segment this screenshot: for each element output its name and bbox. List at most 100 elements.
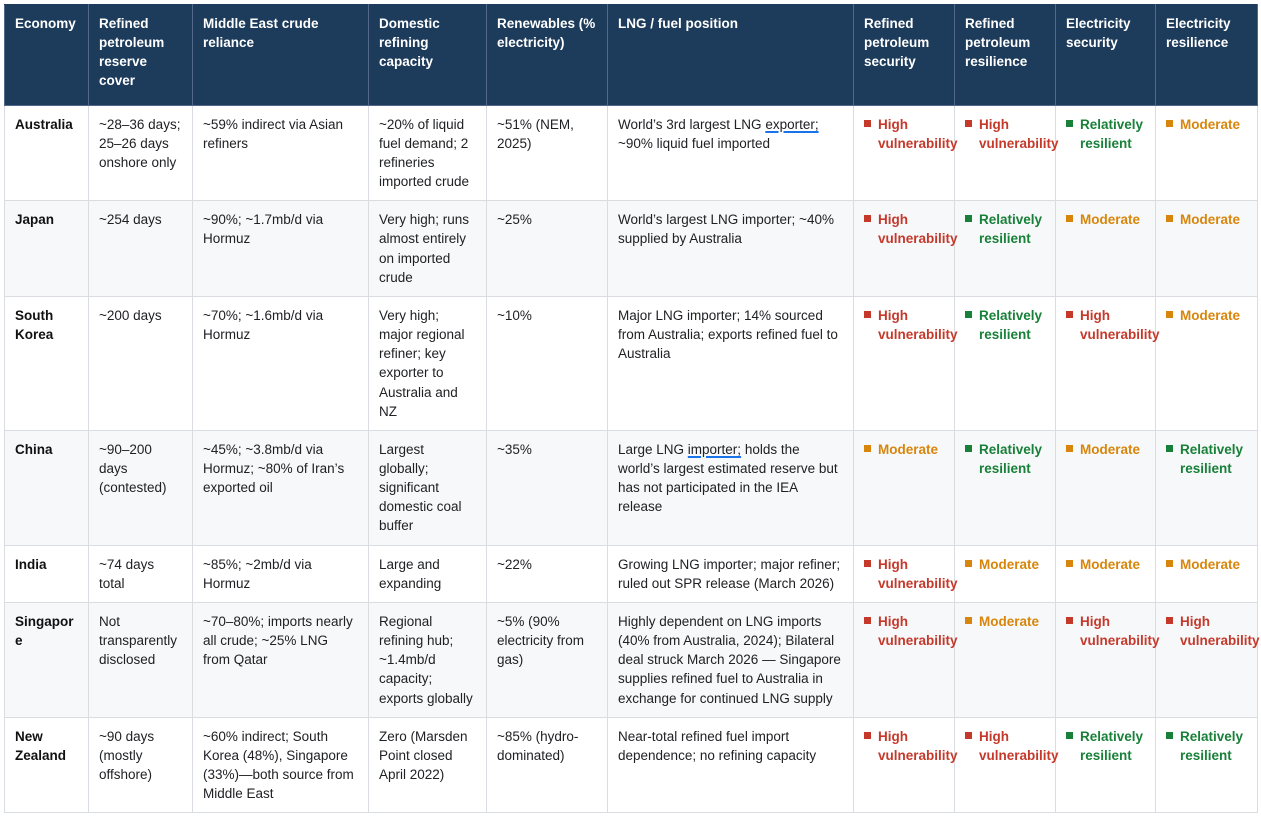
cell-refining-capacity: Largest globally; significant domestic c… xyxy=(368,429,487,546)
status-square-icon xyxy=(1166,119,1173,127)
column-header-economy: Economy xyxy=(4,4,89,106)
cell-petroleum-resilience: Relatively resilient xyxy=(954,200,1056,297)
cell-reserve-cover: Not transparently disclosed xyxy=(88,601,193,718)
cell-petroleum-resilience: Relatively resilient xyxy=(954,295,1056,431)
cell-economy: New Zealand xyxy=(4,716,89,814)
status-label: High vulnerability xyxy=(878,613,958,649)
column-header-petroleum-security: Refined petroleum security xyxy=(853,4,955,106)
status-square-icon xyxy=(965,119,972,127)
status-label: Moderate xyxy=(1180,116,1241,132)
status-square-icon xyxy=(1066,731,1073,739)
cell-lng-position: Major LNG importer; 14% sourced from Aus… xyxy=(607,295,854,431)
cell-lng-position: World’s largest LNG importer; ~40% suppl… xyxy=(607,200,854,297)
status-square-icon xyxy=(864,559,871,567)
status-square-icon xyxy=(1166,731,1173,739)
cell-renewables: ~10% xyxy=(486,295,608,431)
status-label: Relatively resilient xyxy=(979,307,1043,343)
cell-refining-capacity: Regional refining hub; ~1.4mb/d capacity… xyxy=(368,601,487,718)
status-label: High vulnerability xyxy=(1180,613,1260,649)
cell-mideast-reliance: ~70%; ~1.6mb/d via Hormuz xyxy=(192,295,369,431)
cell-petroleum-security: High vulnerability xyxy=(853,544,958,603)
inline-link[interactable]: importer; xyxy=(687,441,742,457)
status-square-icon xyxy=(965,731,972,739)
cell-refining-capacity: Zero (Marsden Point closed April 2022) xyxy=(368,716,487,814)
status-label: Relatively resilient xyxy=(1080,116,1144,151)
cell-electricity-resilience: Moderate xyxy=(1155,200,1258,297)
cell-petroleum-security: High vulnerability xyxy=(853,601,958,718)
cell-lng-position: Near-total refined fuel import dependenc… xyxy=(607,716,854,814)
status-square-icon xyxy=(864,616,871,624)
status-square-icon xyxy=(1166,444,1173,452)
lng-text: World’s 3rd largest LNG xyxy=(618,116,766,132)
status-label: Relatively resilient xyxy=(979,441,1043,476)
cell-renewables: ~35% xyxy=(486,429,608,546)
column-header-electricity-security: Electricity security xyxy=(1055,4,1156,106)
cell-refining-capacity: ~20% of liquid fuel demand; 2 refineries… xyxy=(368,104,487,202)
cell-petroleum-resilience: Moderate xyxy=(954,544,1056,603)
status-label: High vulnerability xyxy=(979,116,1059,151)
inline-link[interactable]: exporter; xyxy=(765,116,819,132)
cell-reserve-cover: ~200 days xyxy=(88,295,193,431)
status-label: High vulnerability xyxy=(878,556,958,591)
cell-petroleum-resilience: Relatively resilient xyxy=(954,429,1056,546)
cell-mideast-reliance: ~60% indirect; South Korea (48%), Singap… xyxy=(192,716,369,814)
status-badge: High vulnerability xyxy=(864,555,958,593)
status-badge: High vulnerability xyxy=(965,115,1059,153)
status-badge: High vulnerability xyxy=(864,210,958,248)
status-label: High vulnerability xyxy=(878,307,958,343)
status-square-icon xyxy=(1066,215,1073,223)
status-badge: Relatively resilient xyxy=(965,440,1045,478)
status-square-icon xyxy=(965,616,972,624)
cell-petroleum-security: High vulnerability xyxy=(853,200,958,297)
status-badge: High vulnerability xyxy=(1066,306,1160,344)
column-header-petroleum-resilience: Refined petroleum resilience xyxy=(954,4,1056,106)
column-header-lng-position: LNG / fuel position xyxy=(607,4,854,106)
header-row: Economy Refined petroleum reserve cover … xyxy=(4,4,1258,106)
cell-renewables: ~22% xyxy=(486,544,608,603)
status-badge: Relatively resilient xyxy=(1066,115,1145,153)
status-label: Moderate xyxy=(979,556,1040,572)
column-header-reserve-cover: Refined petroleum reserve cover xyxy=(88,4,193,106)
status-square-icon xyxy=(1066,119,1073,127)
cell-petroleum-security: High vulnerability xyxy=(853,104,958,202)
cell-reserve-cover: ~90–200 days (contested) xyxy=(88,429,193,546)
table-row: Japan ~254 days ~90%; ~1.7mb/d via Hormu… xyxy=(4,200,1258,297)
status-badge: Moderate xyxy=(1066,210,1145,229)
status-label: High vulnerability xyxy=(878,728,958,763)
status-square-icon xyxy=(965,310,972,318)
cell-renewables: ~51% (NEM, 2025) xyxy=(486,104,608,202)
status-square-icon xyxy=(864,310,871,318)
status-badge: Moderate xyxy=(864,440,944,459)
table-row: Australia ~28–36 days; 25–26 days onshor… xyxy=(4,104,1258,202)
cell-renewables: ~5% (90% electricity from gas) xyxy=(486,601,608,718)
status-badge: High vulnerability xyxy=(1166,612,1260,650)
cell-electricity-resilience: Relatively resilient xyxy=(1155,716,1258,814)
cell-mideast-reliance: ~70–80%; imports nearly all crude; ~25% … xyxy=(192,601,369,718)
status-label: High vulnerability xyxy=(878,212,958,247)
cell-electricity-security: Relatively resilient xyxy=(1055,716,1156,814)
cell-mideast-reliance: ~85%; ~2mb/d via Hormuz xyxy=(192,544,369,603)
status-square-icon xyxy=(1066,616,1073,624)
table-body: Australia ~28–36 days; 25–26 days onshor… xyxy=(4,104,1260,814)
status-badge: High vulnerability xyxy=(864,612,958,650)
status-badge: Relatively resilient xyxy=(1166,727,1247,765)
energy-security-table: Economy Refined petroleum reserve cover … xyxy=(4,4,1260,814)
cell-refining-capacity: Very high; major regional refiner; key e… xyxy=(368,295,487,431)
lng-text: holds the world’s largest estimated rese… xyxy=(618,441,838,515)
status-badge: High vulnerability xyxy=(864,306,958,344)
cell-petroleum-security: High vulnerability xyxy=(853,716,958,814)
table-row: South Korea ~200 days ~70%; ~1.6mb/d via… xyxy=(4,295,1258,431)
status-square-icon xyxy=(864,215,871,223)
cell-lng-position: Highly dependent on LNG imports (40% fro… xyxy=(607,601,854,718)
cell-lng-position: Growing LNG importer; major refiner; rul… xyxy=(607,544,854,603)
status-badge: High vulnerability xyxy=(1066,612,1160,650)
status-badge: Relatively resilient xyxy=(1066,727,1145,765)
status-label: Relatively resilient xyxy=(979,212,1043,247)
status-label: High vulnerability xyxy=(878,116,958,151)
cell-electricity-security: High vulnerability xyxy=(1055,601,1160,718)
cell-lng-position: Large LNG importer; holds the world’s la… xyxy=(607,429,854,546)
cell-electricity-security: High vulnerability xyxy=(1055,295,1160,431)
status-label: Moderate xyxy=(979,613,1040,629)
cell-electricity-resilience: Moderate xyxy=(1155,104,1258,202)
